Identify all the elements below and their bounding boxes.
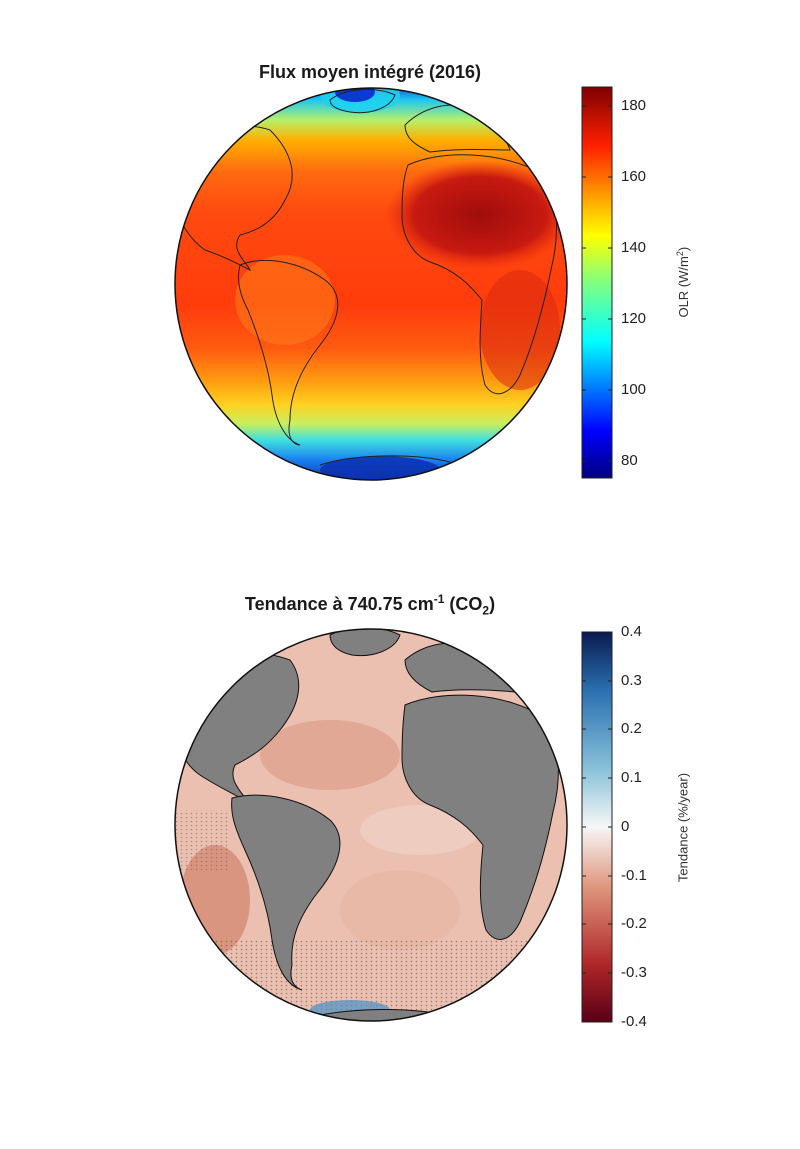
- north-america-coast: [175, 125, 293, 272]
- olr-tick-label: 80: [621, 452, 638, 469]
- olr-tick-label: 120: [621, 310, 647, 327]
- olr-colorbar-label-end: ): [676, 246, 692, 252]
- trend-tick-label: 0: [621, 818, 630, 835]
- antarctica-coast: [319, 455, 451, 466]
- trend-tick-label: 0.2: [621, 720, 642, 737]
- olr-globe-outline: [174, 87, 568, 481]
- trend-tick-label: -0.2: [621, 915, 647, 932]
- trend-colorbar-label: Tendance (%/year): [675, 772, 691, 883]
- trend-title-sub: 2: [482, 603, 490, 618]
- olr-title: Flux moyen intégré (2016): [258, 62, 482, 82]
- trend-colorbar-ticks: [582, 631, 612, 1023]
- olr-colorbar-label: OLR (W/m2): [675, 222, 691, 342]
- greenland-coast: [329, 88, 396, 114]
- olr-tick-label: 140: [621, 239, 647, 256]
- trend-tick-label: -0.3: [621, 964, 647, 981]
- olr-tick-label: 100: [621, 381, 647, 398]
- trend-tick-label: 0.1: [621, 769, 642, 786]
- trend-globe: [175, 629, 567, 1021]
- trend-colorbar: [581, 631, 613, 1023]
- olr-globe: [175, 88, 567, 480]
- trend-title-open: (CO: [444, 594, 483, 614]
- trend-tick-label: 0.3: [621, 672, 642, 689]
- olr-tick-label: 160: [621, 168, 647, 185]
- trend-tick-label: -0.4: [621, 1013, 647, 1030]
- olr-colorbar-label-text: OLR (W/m: [676, 256, 692, 318]
- olr-panel: Flux moyen intégré (2016): [0, 0, 800, 520]
- europe-coast: [404, 104, 511, 153]
- trend-globe-outline: [174, 628, 568, 1022]
- olr-tick-label: 180: [621, 97, 647, 114]
- trend-title-close: ): [489, 594, 496, 614]
- olr-colorbar-label-sup: 2: [674, 251, 685, 257]
- trend-globe-svg: [174, 628, 613, 1023]
- south-america-coast: [237, 259, 339, 446]
- south-america-land: [231, 794, 341, 991]
- trend-tick-label: -0.1: [621, 867, 647, 884]
- olr-colorbar: [581, 86, 613, 479]
- olr-globe-svg: [174, 86, 613, 481]
- trend-panel: Tendance à 740.75 cm-1 (CO2): [0, 580, 800, 1060]
- greenland-land: [329, 629, 401, 657]
- trend-title-sup: -1: [433, 592, 445, 606]
- olr-colorbar-ticks: [582, 105, 612, 462]
- trend-title-main: Tendance à 740.75 cm: [244, 594, 434, 614]
- trend-tick-label: 0.4: [621, 623, 642, 640]
- trend-title: Tendance à 740.75 cm-1 (CO2): [170, 592, 570, 618]
